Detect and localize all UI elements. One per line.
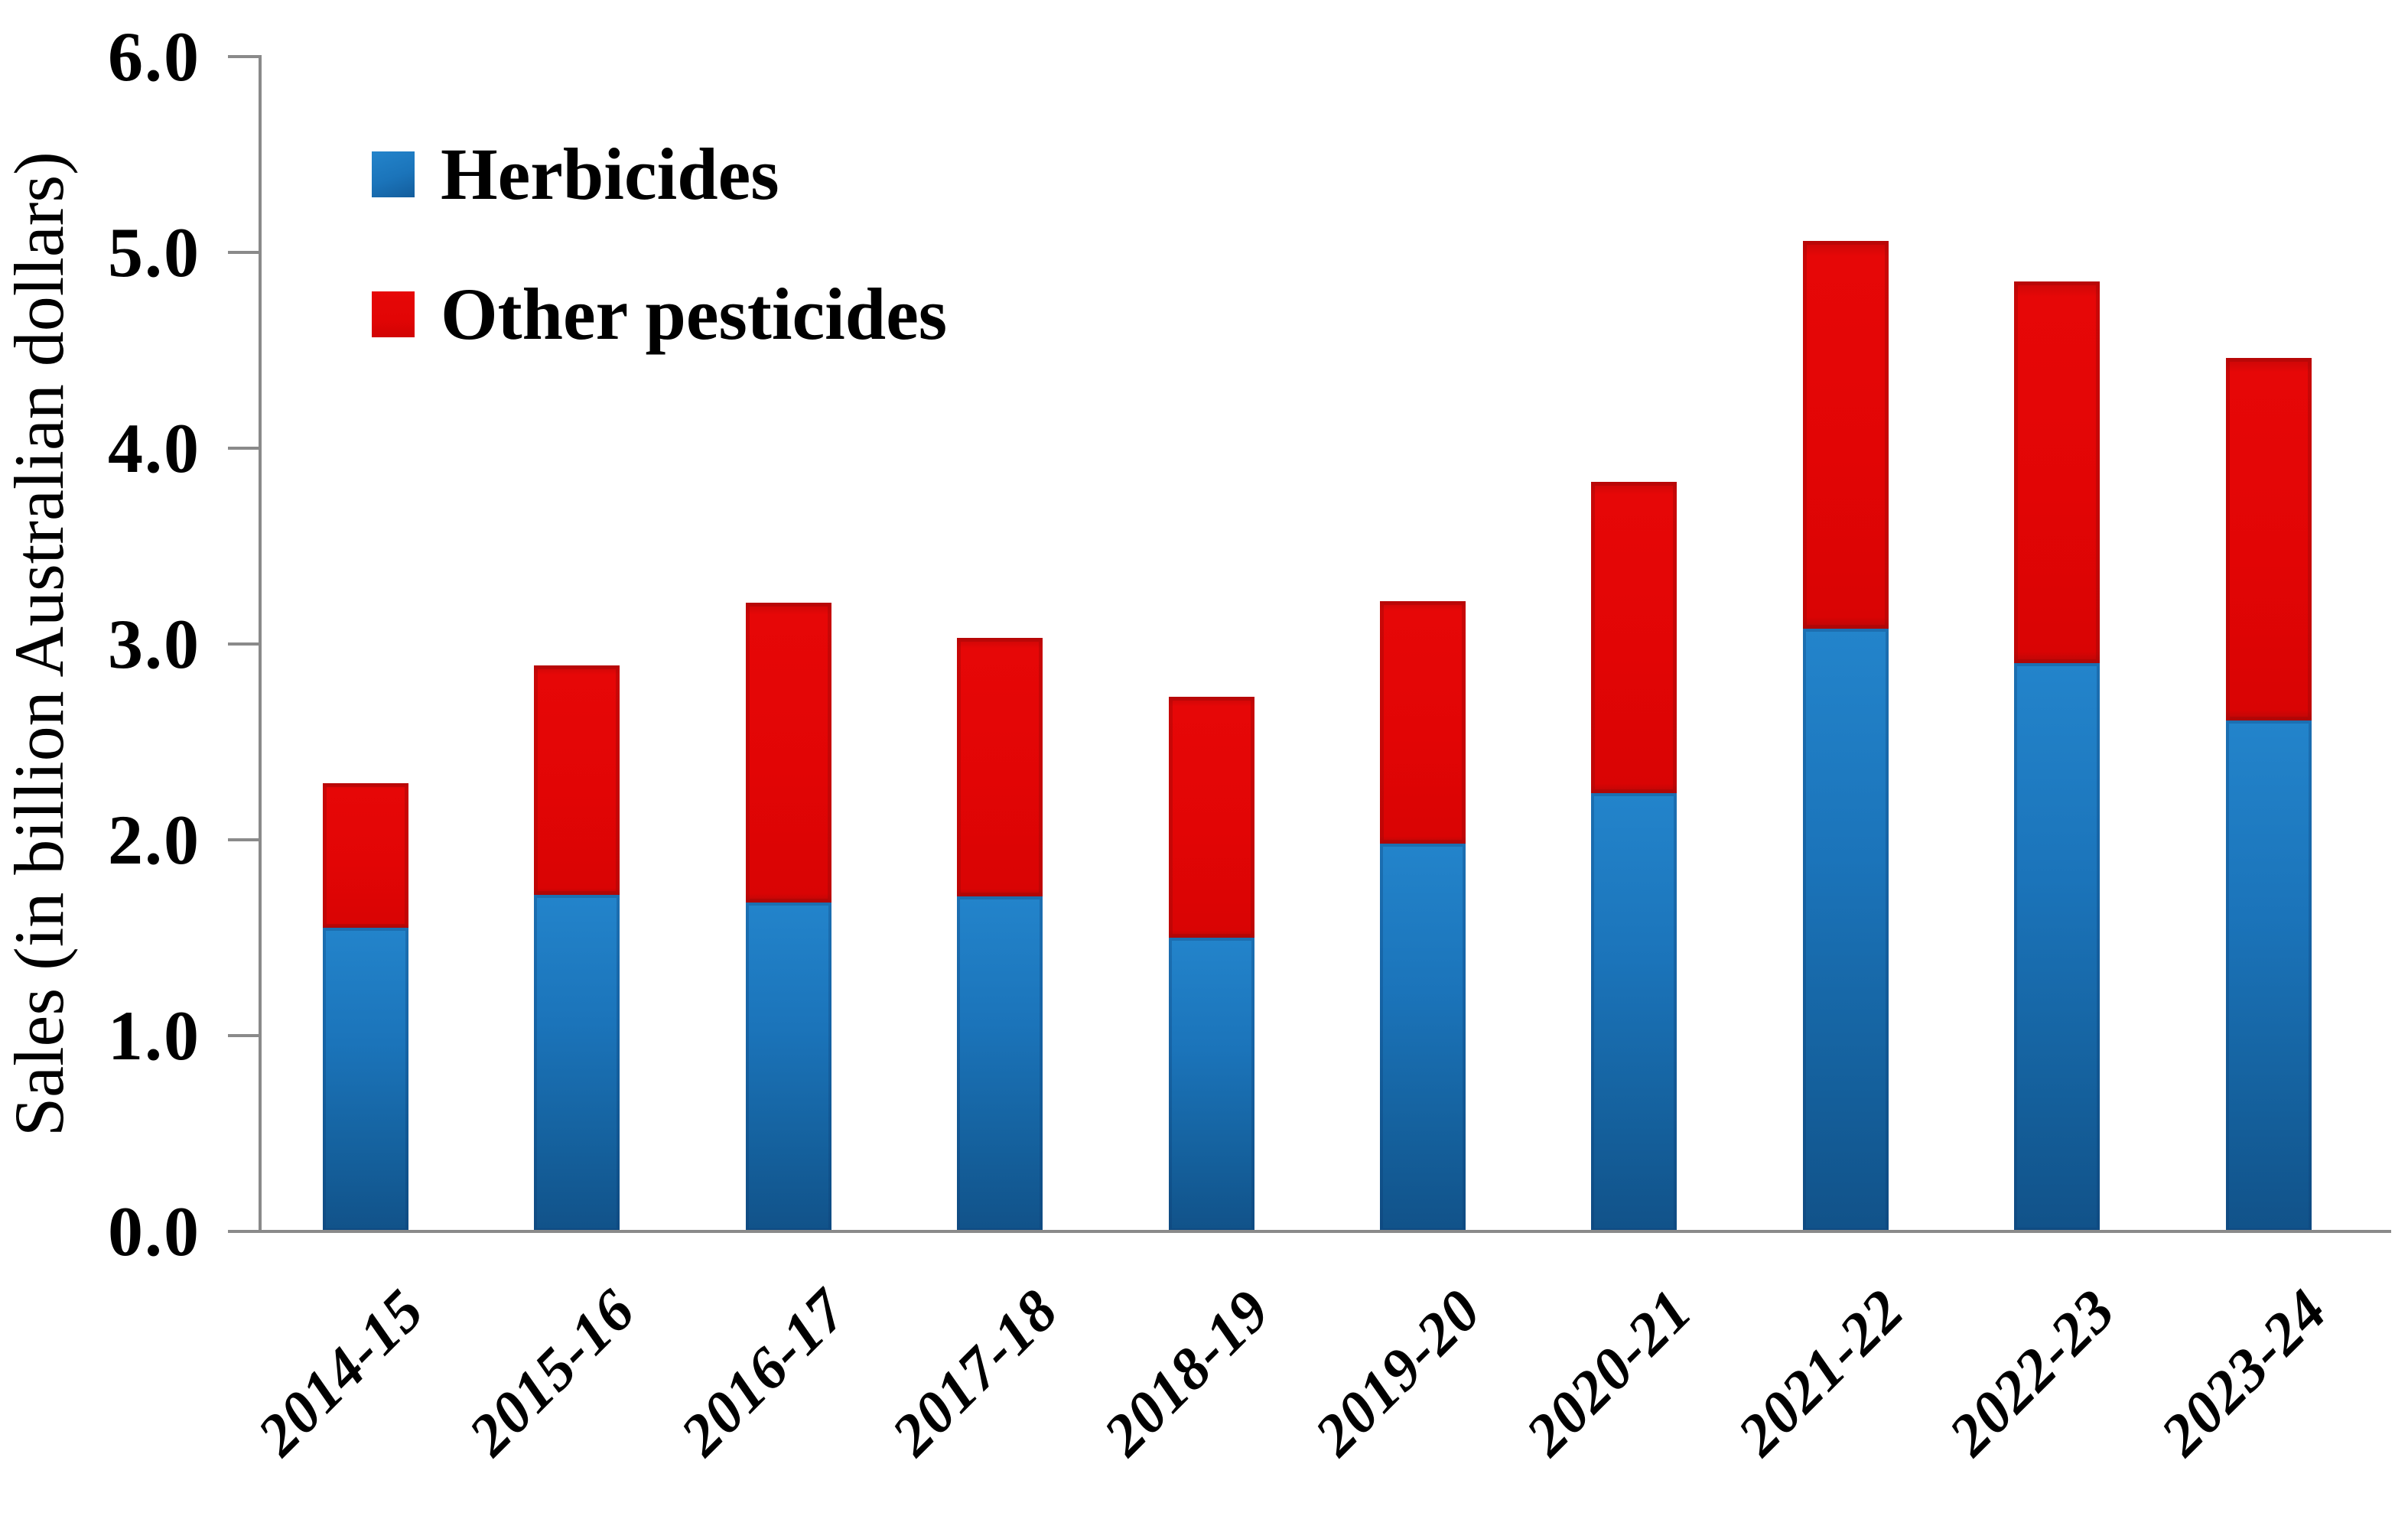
bar-2014-15	[323, 783, 408, 1231]
bar-2017-18	[957, 638, 1043, 1231]
bar-2019-20	[1380, 601, 1466, 1231]
x-category-label: 2016-17	[667, 1276, 860, 1469]
bar-segment-other-pesticides	[2226, 358, 2312, 720]
bar-segment-other-pesticides	[534, 665, 620, 895]
x-category-label: 2018-19	[1090, 1276, 1282, 1469]
bar-segment-other-pesticides	[1591, 482, 1677, 793]
bar-segment-herbicides	[323, 928, 408, 1231]
y-tick-mark	[228, 251, 260, 254]
bar-segment-herbicides	[534, 895, 620, 1231]
legend: Herbicides Other pesticides	[372, 133, 948, 416]
y-tick-label: 6.0	[108, 18, 200, 96]
bar-segment-other-pesticides	[2014, 281, 2100, 663]
x-axis-line	[259, 1230, 2391, 1233]
x-category-label: 2021-22	[1724, 1276, 1917, 1469]
bar-2015-16	[534, 665, 620, 1231]
y-tick-mark	[228, 1034, 260, 1037]
bar-2020-21	[1591, 482, 1677, 1231]
x-category-label: 2014-15	[244, 1276, 437, 1469]
bar-segment-herbicides	[1169, 938, 1254, 1231]
bar-2023-24	[2226, 358, 2312, 1231]
y-axis-line	[259, 55, 262, 1233]
legend-item-other-pesticides: Other pesticides	[372, 272, 948, 355]
y-tick-label: 1.0	[108, 997, 200, 1075]
y-tick-mark	[228, 838, 260, 841]
x-category-label: 2019-20	[1301, 1276, 1494, 1469]
y-tick-label: 2.0	[108, 801, 200, 879]
y-tick-label: 5.0	[108, 213, 200, 291]
y-tick-label: 3.0	[108, 605, 200, 683]
y-tick-mark	[228, 447, 260, 450]
x-category-label: 2017-18	[879, 1276, 1071, 1469]
y-tick-mark	[228, 1230, 260, 1233]
bar-2018-19	[1169, 697, 1254, 1231]
bar-segment-herbicides	[1380, 844, 1466, 1231]
herbicides-swatch-icon	[372, 151, 415, 198]
bar-segment-other-pesticides	[1803, 241, 1889, 629]
x-category-label: 2023-24	[2147, 1276, 2339, 1469]
legend-label-herbicides: Herbicides	[441, 133, 779, 215]
bar-segment-other-pesticides	[957, 638, 1043, 896]
x-category-label: 2015-16	[456, 1276, 648, 1469]
other-pesticides-swatch-icon	[372, 291, 415, 338]
bar-2021-22	[1803, 241, 1889, 1231]
x-category-label: 2022-23	[1936, 1276, 2128, 1469]
y-tick-label: 0.0	[108, 1192, 200, 1270]
x-category-label: 2020-21	[1513, 1276, 1705, 1469]
bar-segment-herbicides	[2014, 663, 2100, 1231]
bar-segment-herbicides	[746, 903, 831, 1231]
bar-segment-other-pesticides	[323, 783, 408, 928]
bar-segment-herbicides	[2226, 720, 2312, 1231]
legend-item-herbicides: Herbicides	[372, 133, 947, 215]
bar-2016-17	[746, 603, 831, 1231]
bar-segment-herbicides	[1591, 793, 1677, 1231]
bar-segment-other-pesticides	[1169, 697, 1254, 938]
bar-segment-other-pesticides	[1380, 601, 1466, 844]
legend-label-other-pesticides: Other pesticides	[441, 272, 948, 355]
bar-segment-other-pesticides	[746, 603, 831, 903]
bar-segment-herbicides	[957, 896, 1043, 1231]
y-tick-mark	[228, 642, 260, 646]
bar-2022-23	[2014, 281, 2100, 1231]
y-tick-mark	[228, 55, 260, 58]
bar-segment-herbicides	[1803, 629, 1889, 1231]
y-tick-label: 4.0	[108, 409, 200, 487]
